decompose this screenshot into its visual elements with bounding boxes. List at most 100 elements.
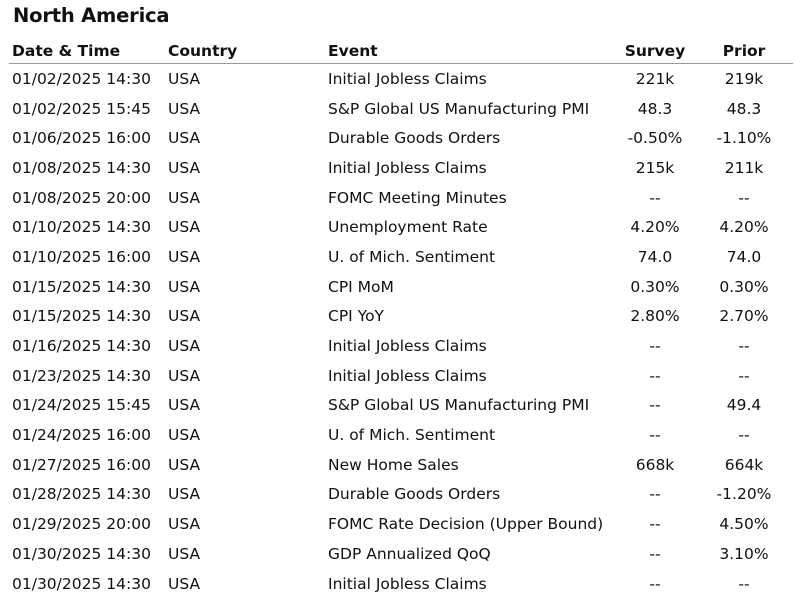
cell-survey: --	[649, 366, 661, 385]
table-row: 01/06/2025 16:00 USA Durable Goods Orders -…	[9, 123, 793, 153]
table-row: 01/02/2025 15:45 USA S&P Global US Manufac…	[9, 94, 793, 124]
cell-event: S&P Global US Manufacturing PMI	[328, 396, 590, 415]
table-body: 01/02/2025 14:30 USA Initial Jobless Claim…	[9, 64, 793, 599]
cell-prior: 4.50%	[719, 515, 769, 534]
table-row: 01/23/2025 14:30 USA Initial Jobless Claim…	[9, 361, 793, 391]
cell-country: USA	[168, 188, 201, 207]
column-header-date-time: Date & Time	[9, 38, 165, 64]
cell-survey: 668k	[635, 455, 675, 474]
cell-country: USA	[168, 515, 201, 534]
cell-survey: --	[649, 396, 661, 415]
cell-survey: --	[649, 337, 661, 356]
cell-date-time: 01/02/2025 14:30	[12, 69, 151, 88]
cell-event: Unemployment Rate	[328, 218, 488, 237]
cell-prior: 2.70%	[719, 307, 769, 326]
cell-country: USA	[168, 307, 201, 326]
cell-survey: 221k	[635, 69, 675, 88]
cell-date-time: 01/08/2025 20:00	[12, 188, 151, 207]
cell-event: CPI MoM	[328, 277, 394, 296]
cell-event: Initial Jobless Claims	[328, 366, 487, 385]
table-row: 01/08/2025 20:00 USA FOMC Meeting Minutes -…	[9, 183, 793, 213]
section-title: North America	[13, 4, 170, 27]
cell-survey: --	[649, 515, 661, 534]
table-row: 01/15/2025 14:30 USA CPI YoY 2.80% 2.70%	[9, 302, 793, 332]
cell-country: USA	[168, 247, 201, 266]
column-header-prior: Prior	[695, 38, 793, 64]
cell-survey: --	[649, 485, 661, 504]
cell-event: Initial Jobless Claims	[328, 574, 487, 593]
table-row: 01/24/2025 16:00 USA U. of Mich. Sentiment…	[9, 420, 793, 450]
cell-country: USA	[168, 277, 201, 296]
cell-date-time: 01/15/2025 14:30	[12, 277, 151, 296]
cell-prior: --	[738, 366, 750, 385]
table-row: 01/10/2025 14:30 USA Unemployment Rate 4.20…	[9, 212, 793, 242]
cell-prior: --	[738, 188, 750, 207]
cell-event: S&P Global US Manufacturing PMI	[328, 99, 590, 118]
table-row: 01/02/2025 14:30 USA Initial Jobless Claim…	[9, 64, 793, 94]
cell-date-time: 01/28/2025 14:30	[12, 485, 151, 504]
cell-date-time: 01/08/2025 14:30	[12, 158, 151, 177]
cell-date-time: 01/30/2025 14:30	[12, 544, 151, 563]
cell-country: USA	[168, 426, 201, 445]
cell-event: Durable Goods Orders	[328, 485, 501, 504]
cell-date-time: 01/10/2025 14:30	[12, 218, 151, 237]
cell-survey: 0.30%	[630, 277, 680, 296]
cell-date-time: 01/27/2025 16:00	[12, 455, 151, 474]
cell-survey: 2.80%	[630, 307, 680, 326]
cell-survey: 215k	[635, 158, 675, 177]
cell-date-time: 01/24/2025 16:00	[12, 426, 151, 445]
cell-prior: 0.30%	[719, 277, 769, 296]
cell-event: Initial Jobless Claims	[328, 337, 487, 356]
cell-event: GDP Annualized QoQ	[328, 544, 491, 563]
cell-prior: 49.4	[726, 396, 762, 415]
cell-country: USA	[168, 544, 201, 563]
cell-survey: --	[649, 544, 661, 563]
cell-date-time: 01/16/2025 14:30	[12, 337, 151, 356]
table-row: 01/30/2025 14:30 USA Initial Jobless Claim…	[9, 569, 793, 599]
cell-prior: -1.20%	[716, 485, 772, 504]
cell-prior: --	[738, 337, 750, 356]
cell-country: USA	[168, 129, 201, 148]
cell-date-time: 01/24/2025 15:45	[12, 396, 151, 415]
cell-survey: -0.50%	[627, 129, 683, 148]
table-header: Date & Time Country Event Survey Prior	[9, 38, 793, 64]
cell-prior: --	[738, 426, 750, 445]
cell-survey: --	[649, 426, 661, 445]
cell-survey: 74.0	[637, 247, 673, 266]
cell-country: USA	[168, 218, 201, 237]
cell-date-time: 01/23/2025 14:30	[12, 366, 151, 385]
cell-country: USA	[168, 366, 201, 385]
cell-date-time: 01/15/2025 14:30	[12, 307, 151, 326]
cell-prior: 3.10%	[719, 544, 769, 563]
cell-survey: 4.20%	[630, 218, 680, 237]
table-row: 01/16/2025 14:30 USA Initial Jobless Claim…	[9, 331, 793, 361]
cell-prior: 48.3	[726, 99, 762, 118]
cell-country: USA	[168, 455, 201, 474]
cell-event: Durable Goods Orders	[328, 129, 501, 148]
column-header-country: Country	[165, 38, 325, 64]
cell-prior: 211k	[724, 158, 764, 177]
cell-country: USA	[168, 99, 201, 118]
cell-date-time: 01/02/2025 15:45	[12, 99, 151, 118]
cell-event: FOMC Meeting Minutes	[328, 188, 507, 207]
cell-prior: 664k	[724, 455, 764, 474]
header-row: Date & Time Country Event Survey Prior	[9, 38, 793, 64]
cell-country: USA	[168, 574, 201, 593]
cell-country: USA	[168, 158, 201, 177]
cell-country: USA	[168, 337, 201, 356]
cell-date-time: 01/29/2025 20:00	[12, 515, 151, 534]
cell-prior: 74.0	[726, 247, 762, 266]
cell-country: USA	[168, 69, 201, 88]
cell-date-time: 01/30/2025 14:30	[12, 574, 151, 593]
economic-calendar-table: Date & Time Country Event Survey Prior 0…	[9, 38, 793, 598]
cell-event: New Home Sales	[328, 455, 459, 474]
cell-survey: 48.3	[637, 99, 673, 118]
cell-prior: 4.20%	[719, 218, 769, 237]
table-row: 01/27/2025 16:00 USA New Home Sales 668k 664…	[9, 450, 793, 480]
table-row: 01/08/2025 14:30 USA Initial Jobless Claim…	[9, 153, 793, 183]
table-row: 01/24/2025 15:45 USA S&P Global US Manufac…	[9, 391, 793, 421]
cell-event: U. of Mich. Sentiment	[328, 247, 496, 266]
cell-date-time: 01/06/2025 16:00	[12, 129, 151, 148]
table-row: 01/15/2025 14:30 USA CPI MoM 0.30% 0.30%	[9, 272, 793, 302]
cell-survey: --	[649, 188, 661, 207]
